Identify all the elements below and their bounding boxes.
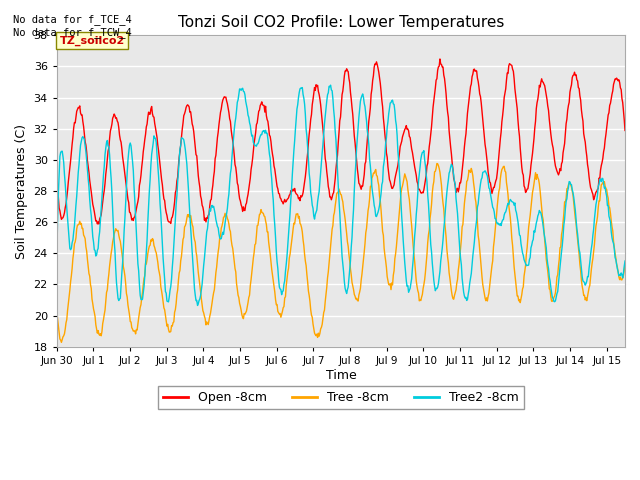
X-axis label: Time: Time	[326, 369, 356, 382]
Tree -8cm	[433, 161, 441, 167]
Open -8cm	[133, 202, 141, 208]
Open -8cm	[621, 128, 629, 133]
Tree -8cm	[476, 246, 484, 252]
Line: Open -8cm: Open -8cm	[57, 59, 625, 224]
Tree2 -8cm	[317, 160, 325, 166]
Y-axis label: Soil Temperatures (C): Soil Temperatures (C)	[15, 123, 28, 259]
Tree2 -8cm	[476, 186, 484, 192]
Tree -8cm	[462, 188, 470, 194]
Tree -8cm	[55, 330, 63, 336]
Open -8cm	[476, 91, 484, 97]
Text: TZ_soilco2: TZ_soilco2	[60, 36, 125, 46]
Open -8cm	[436, 56, 444, 62]
Tree2 -8cm	[621, 258, 629, 264]
Line: Tree2 -8cm: Tree2 -8cm	[57, 85, 625, 305]
Open -8cm	[462, 131, 470, 137]
Tree2 -8cm	[462, 295, 470, 300]
Open -8cm	[55, 205, 63, 211]
Tree2 -8cm	[132, 229, 140, 235]
Tree -8cm	[58, 339, 65, 345]
Tree2 -8cm	[194, 302, 202, 308]
Legend: Open -8cm, Tree -8cm, Tree2 -8cm: Open -8cm, Tree -8cm, Tree2 -8cm	[158, 386, 524, 409]
Open -8cm	[95, 221, 103, 227]
Tree2 -8cm	[327, 82, 335, 88]
Tree -8cm	[317, 324, 325, 330]
Line: Tree -8cm: Tree -8cm	[57, 164, 625, 342]
Tree2 -8cm	[55, 171, 63, 177]
Tree2 -8cm	[296, 86, 304, 92]
Tree2 -8cm	[53, 252, 61, 257]
Tree -8cm	[621, 262, 629, 268]
Tree -8cm	[296, 221, 304, 227]
Open -8cm	[296, 198, 304, 204]
Text: No data for f_TCE_4
No data for f_TCW_4: No data for f_TCE_4 No data for f_TCW_4	[13, 14, 132, 38]
Title: Tonzi Soil CO2 Profile: Lower Temperatures: Tonzi Soil CO2 Profile: Lower Temperatur…	[178, 15, 504, 30]
Open -8cm	[53, 172, 61, 178]
Tree -8cm	[53, 307, 61, 312]
Tree -8cm	[133, 327, 141, 333]
Open -8cm	[317, 110, 325, 116]
